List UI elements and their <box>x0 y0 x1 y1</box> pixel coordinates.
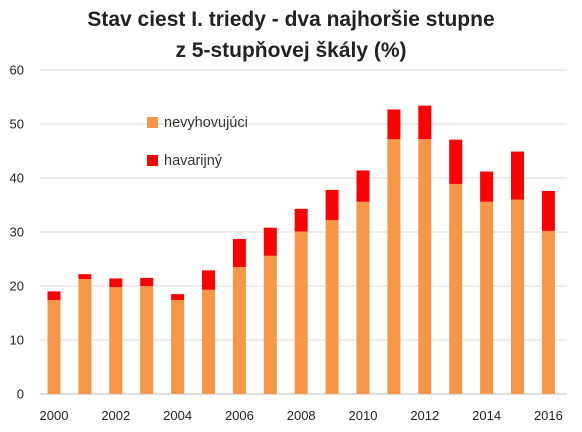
x-tick-label: 2000 <box>40 408 69 423</box>
bar-nevyhovujuci-2001 <box>78 278 92 394</box>
bar-havarijny-2001 <box>78 274 92 279</box>
legend-label-havarijny: havarijný <box>164 153 223 169</box>
bar-havarijny-2006 <box>232 239 246 268</box>
bar-havarijny-2012 <box>418 105 432 140</box>
x-tick-label: 2016 <box>534 408 563 423</box>
bar-nevyhovujuci-2015 <box>511 199 524 394</box>
bar-havarijny-2008 <box>294 208 308 232</box>
bar-havarijny-2007 <box>263 227 277 256</box>
bar-havarijny-2015 <box>511 151 524 200</box>
bar-nevyhovujuci-2009 <box>325 220 339 394</box>
x-tick-label: 2002 <box>101 408 130 423</box>
bar-nevyhovujuci-2007 <box>263 255 277 394</box>
bar-nevyhovujuci-2008 <box>294 231 308 394</box>
bar-nevyhovujuci-2013 <box>449 183 463 394</box>
bar-havarijny-2004 <box>171 294 185 301</box>
bar-nevyhovujuci-2002 <box>109 287 123 394</box>
bar-havarijny-2014 <box>480 171 494 202</box>
bar-havarijny-2003 <box>140 277 154 286</box>
y-tick-label: 40 <box>10 171 24 186</box>
bar-havarijny-2000 <box>47 291 61 301</box>
bar-nevyhovujuci-2010 <box>356 201 370 394</box>
bar-havarijny-2011 <box>387 109 401 140</box>
y-tick-label: 10 <box>10 333 24 348</box>
chart-title: Stav ciest I. triedy - dva najhoršie stu… <box>0 4 582 66</box>
x-tick-label: 2014 <box>472 408 501 423</box>
y-tick-label: 30 <box>10 225 24 240</box>
bar-havarijny-2016 <box>541 190 555 231</box>
bar-nevyhovujuci-2011 <box>387 139 401 394</box>
x-tick-label: 2004 <box>163 408 192 423</box>
legend-label-nevyhovujuci: nevyhovujúci <box>164 115 248 131</box>
chart-title-line1: Stav ciest I. triedy - dva najhoršie stu… <box>87 8 495 31</box>
bar-havarijny-2010 <box>356 170 370 202</box>
bar-nevyhovujuci-2012 <box>418 139 432 394</box>
bar-nevyhovujuci-2014 <box>480 201 494 394</box>
y-tick-label: 50 <box>10 117 24 132</box>
bar-nevyhovujuci-2005 <box>202 289 215 394</box>
chart-title-line2: z 5-stupňovej škály (%) <box>175 39 407 62</box>
legend-swatch-havarijny <box>147 155 158 166</box>
bar-havarijny-2002 <box>109 278 123 288</box>
bar-nevyhovujuci-2004 <box>171 300 185 394</box>
y-tick-label: 60 <box>10 63 24 78</box>
y-tick-label: 0 <box>17 387 24 402</box>
bar-havarijny-2005 <box>202 270 215 290</box>
bar-havarijny-2009 <box>325 189 339 221</box>
x-tick-label: 2010 <box>349 408 378 423</box>
y-tick-label: 20 <box>10 279 24 294</box>
bar-nevyhovujuci-2006 <box>232 267 246 394</box>
bar-nevyhovujuci-2000 <box>47 300 61 394</box>
bar-havarijny-2013 <box>449 139 463 184</box>
x-tick-label: 2012 <box>410 408 439 423</box>
x-tick-label: 2008 <box>287 408 316 423</box>
legend-swatch-nevyhovujuci <box>147 117 158 128</box>
bar-nevyhovujuci-2003 <box>140 286 154 394</box>
bar-nevyhovujuci-2016 <box>541 230 555 394</box>
x-tick-label: 2006 <box>225 408 254 423</box>
